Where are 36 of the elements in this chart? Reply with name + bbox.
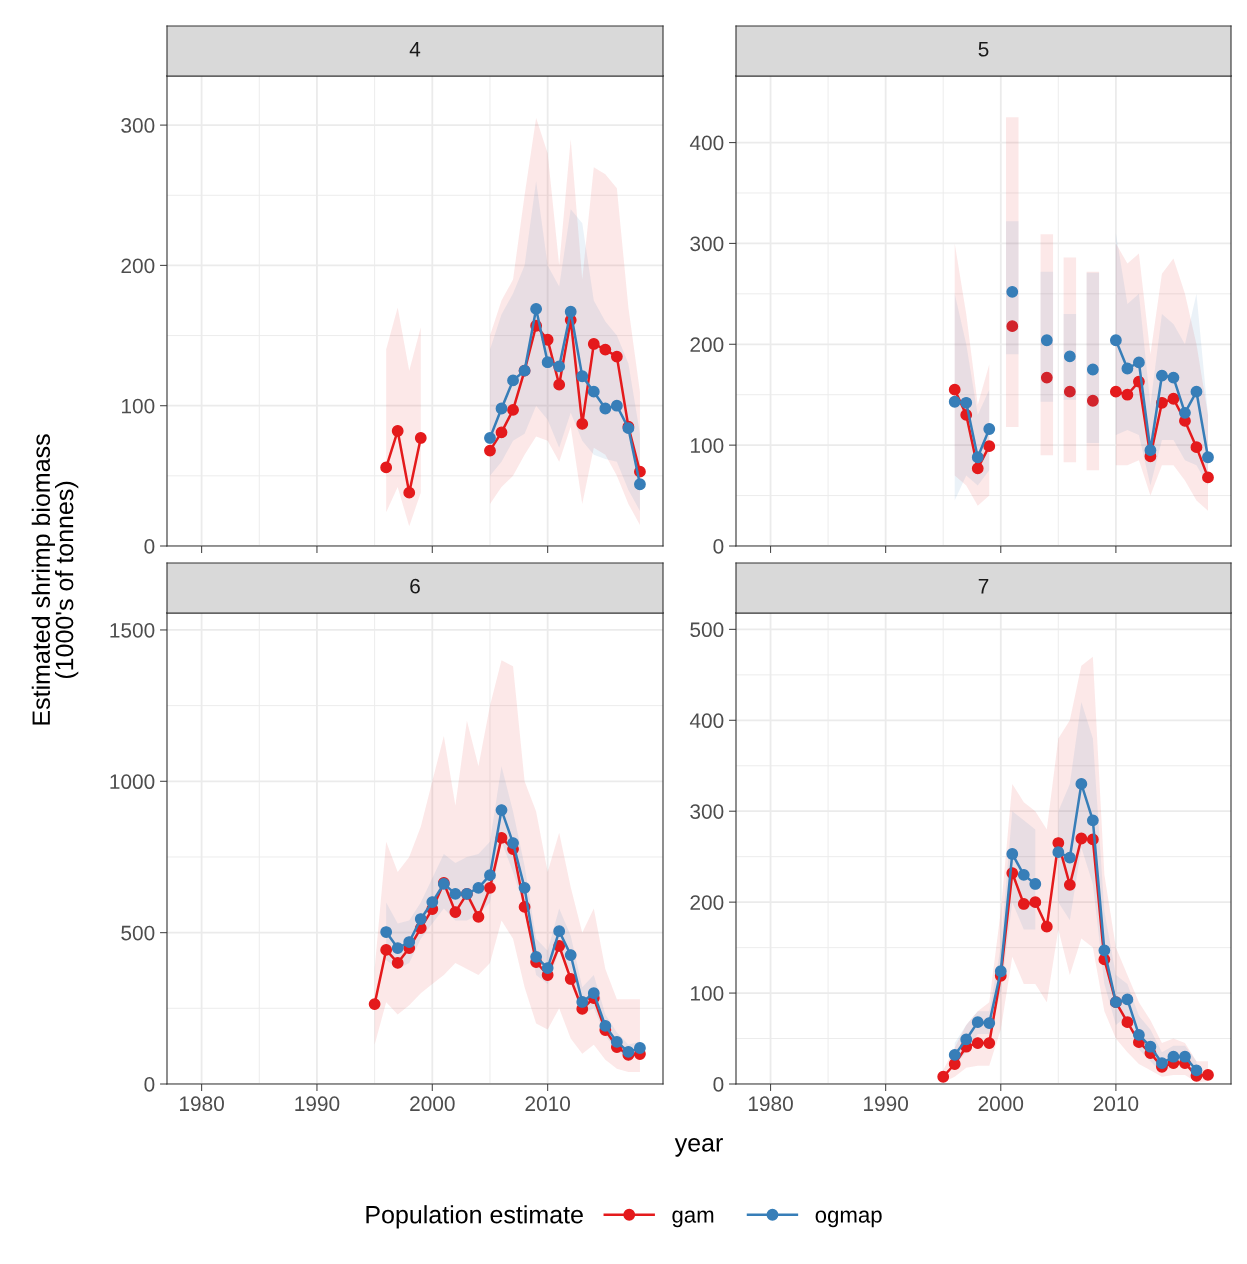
x-tick-label: 1990 [295, 1096, 340, 1112]
legend-label: ogmap [815, 1210, 882, 1228]
y-tick-label: 300 [690, 804, 724, 819]
y-tick-label: 500 [690, 622, 724, 638]
y-tick-label: 1500 [110, 622, 155, 638]
y-tick-label: 200 [121, 258, 155, 274]
x-tick-label: 2000 [978, 1096, 1024, 1112]
y-tick-label: 0 [713, 1077, 724, 1092]
x-tick-label: 2010 [525, 1096, 571, 1112]
x-tick-label: 2010 [1093, 1096, 1139, 1112]
x-tick-label: 2000 [410, 1096, 455, 1112]
y-tick-label: 0 [144, 539, 155, 554]
chart-title: 7 [978, 579, 989, 594]
y-tick-label: 200 [690, 337, 724, 353]
y-tick-label: 200 [690, 895, 724, 910]
y-tick-label: 0 [713, 539, 724, 554]
legend-title: Population estimate [366, 1205, 583, 1229]
y-tick-label: 1000 [110, 774, 155, 790]
x-tick-label: 1980 [180, 1096, 224, 1112]
y-tick-label: 300 [121, 118, 155, 133]
chart-title: 6 [410, 578, 420, 594]
y-tick-label: 400 [689, 713, 724, 729]
y-tick-label: 100 [122, 398, 155, 414]
y-tick-label: 300 [690, 236, 724, 252]
y-tick-label: 100 [691, 438, 724, 453]
y-tick-label: 500 [121, 925, 155, 941]
legend-label: gam [672, 1210, 714, 1228]
x-tick-label: 1990 [864, 1096, 909, 1112]
chart-title: 5 [978, 42, 989, 57]
chart-title: 4 [409, 42, 421, 57]
y-tick-label: 400 [689, 135, 724, 151]
y-tick-label: 100 [691, 986, 724, 1001]
y-tick-label: 0 [144, 1077, 155, 1092]
x-tick-label: 1980 [748, 1096, 793, 1112]
x-axis-title: year [674, 1138, 723, 1157]
y-axis-title: Estimated shrimp biomass (1000's of tonnes) [31, 434, 79, 725]
